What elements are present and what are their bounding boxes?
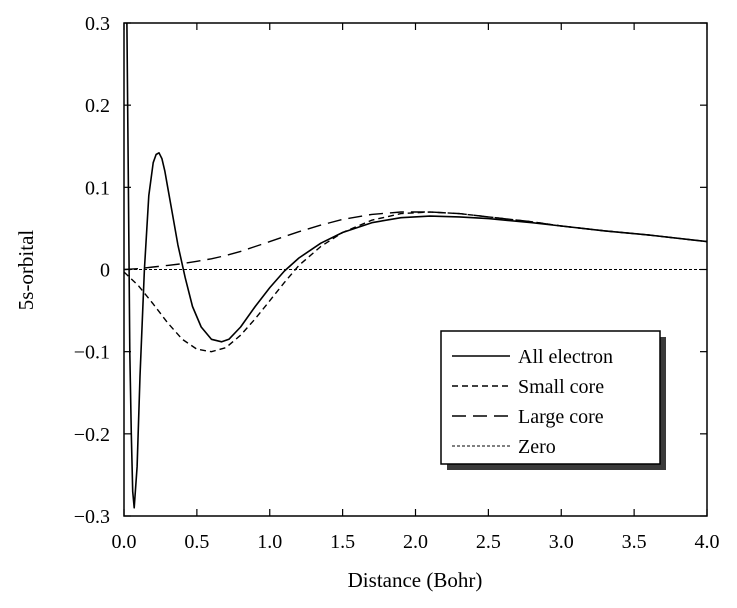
x-tick-label: 4.0 [695,531,720,553]
y-tick-label: −0.3 [74,506,110,528]
y-axis-label: 5s-orbital [14,230,38,311]
y-tick-label: 0.1 [85,177,110,199]
y-tick-label: 0.2 [85,95,110,117]
legend-box [440,330,661,465]
y-tick-label: −0.1 [74,342,110,364]
series-layer [123,22,708,509]
x-axis-label: Distance (Bohr) [348,568,483,592]
y-tick-label: 0 [100,260,110,282]
legend-items: All electron Small core Large core Zero [452,346,613,458]
x-tick-label: 2.0 [403,531,428,553]
x-tick-label: 3.0 [549,531,574,553]
x-tick-label: 1.0 [257,531,282,553]
x-tick-label: 1.5 [330,531,355,553]
legend-label: All electron [518,346,613,368]
series-line-all-electron [126,22,708,509]
legend: All electron Small core Large core Zero [440,330,666,470]
x-tick-label: 3.5 [622,531,647,553]
legend-label: Zero [518,436,556,458]
y-tick-label: −0.2 [74,424,110,446]
legend-label: Small core [518,376,604,398]
x-axis-ticks: 0.0 0.5 1.0 1.5 2.0 2.5 3.0 3.5 4.0 [112,23,720,553]
y-tick-label: 0.3 [85,13,110,35]
series-line-large-core [123,211,708,271]
series-line-small-core [123,211,708,353]
x-tick-label: 0.0 [112,531,137,553]
x-tick-label: 0.5 [184,531,209,553]
y-axis-ticks: −0.3 −0.2 −0.1 0 0.1 0.2 0.3 [74,13,707,528]
legend-label: Large core [518,406,604,428]
x-tick-label: 2.5 [476,531,501,553]
